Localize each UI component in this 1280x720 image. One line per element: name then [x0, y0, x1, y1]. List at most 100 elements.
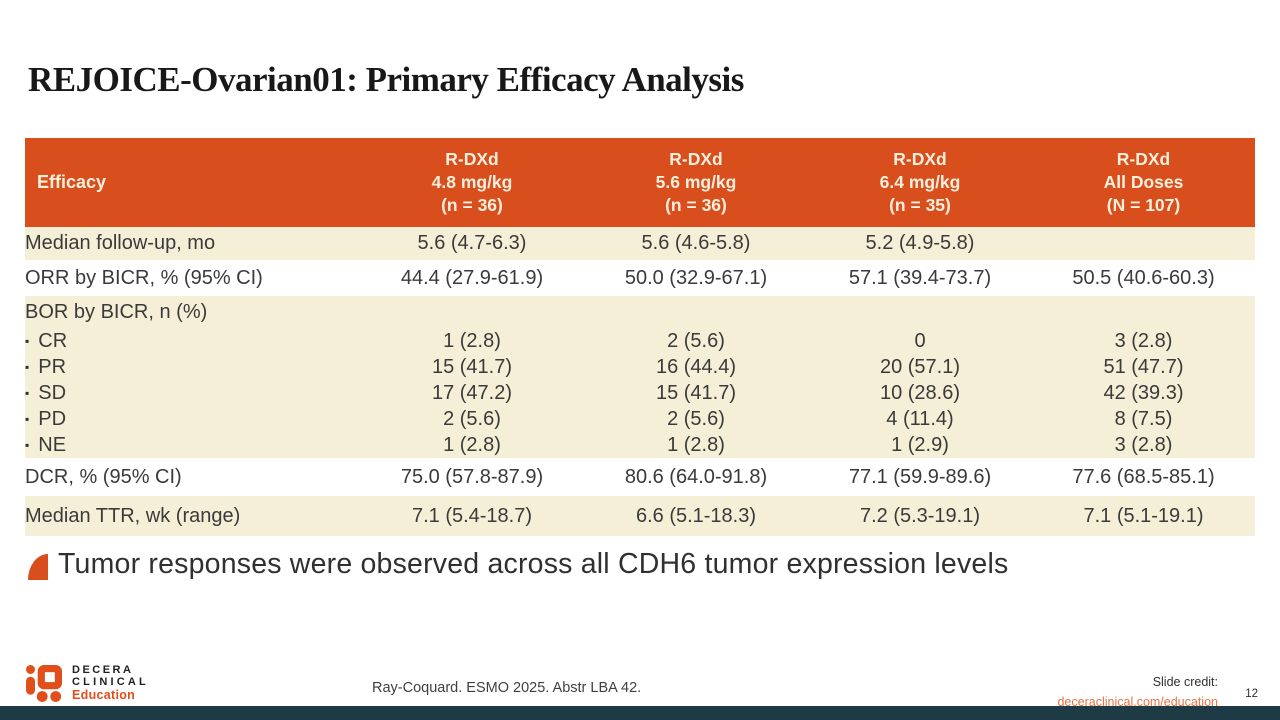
header-col-6-4mg: R-DXd 6.4 mg/kg (n = 35): [808, 138, 1032, 227]
cell: 42 (39.3): [1032, 380, 1255, 406]
table-row-ttr: Median TTR, wk (range) 7.1 (5.4-18.7) 6.…: [25, 496, 1255, 536]
sub-row-text: NE: [38, 433, 67, 456]
header-col-all-doses: R-DXd All Doses (N = 107): [1032, 138, 1255, 227]
slide-credit: Slide credit: deceraclinical.com/educati…: [1057, 670, 1218, 711]
header-line: (n = 35): [889, 194, 951, 215]
square-bullet-icon: ▪: [25, 437, 30, 452]
sub-row-text: SD: [38, 381, 67, 404]
row-label: ▪ PR: [25, 354, 360, 380]
cell: 50.0 (32.9-67.1): [584, 260, 808, 296]
cell: [808, 296, 1032, 328]
cell: 16 (44.4): [584, 354, 808, 380]
table-row-dcr: DCR, % (95% CI) 75.0 (57.8-87.9) 80.6 (6…: [25, 458, 1255, 496]
table-row-bor-header: BOR by BICR, n (%): [25, 296, 1255, 328]
cell: 7.2 (5.3-19.1): [808, 496, 1032, 536]
cell: 7.1 (5.4-18.7): [360, 496, 584, 536]
cell: 15 (41.7): [360, 354, 584, 380]
decera-logo: DECERA CLINICAL Education: [26, 662, 149, 704]
cell: 5.6 (4.6-5.8): [584, 227, 808, 260]
cell: 5.2 (4.9-5.8): [808, 227, 1032, 260]
header-line: R-DXd: [893, 149, 947, 170]
cell: 1 (2.8): [360, 432, 584, 458]
efficacy-table: Efficacy R-DXd 4.8 mg/kg (n = 36) R-DXd …: [25, 138, 1255, 536]
row-label: BOR by BICR, n (%): [25, 296, 360, 328]
credit-link[interactable]: deceraclinical.com/education: [1057, 695, 1218, 710]
row-label: DCR, % (95% CI): [25, 458, 360, 496]
cell: [1032, 296, 1255, 328]
cell: 50.5 (40.6-60.3): [1032, 260, 1255, 296]
cell: 2 (5.6): [360, 406, 584, 432]
row-label: Median follow-up, mo: [25, 227, 360, 260]
header-efficacy: Efficacy: [25, 138, 360, 227]
cell: 6.6 (5.1-18.3): [584, 496, 808, 536]
cell: [1032, 227, 1255, 260]
header-line: (N = 107): [1106, 194, 1181, 215]
table-row-pr: ▪ PR 15 (41.7) 16 (44.4) 20 (57.1) 51 (47…: [25, 354, 1255, 380]
header-line: 6.4 mg/kg: [879, 172, 961, 193]
cell: 77.6 (68.5-85.1): [1032, 458, 1255, 496]
header-line: All Doses: [1103, 172, 1184, 193]
table-row-median-followup: Median follow-up, mo 5.6 (4.7-6.3) 5.6 (…: [25, 227, 1255, 260]
cell: 75.0 (57.8-87.9): [360, 458, 584, 496]
header-line: R-DXd: [445, 149, 499, 170]
row-label: ▪ NE: [25, 432, 360, 458]
row-label: ▪ CR: [25, 328, 360, 354]
sub-row-text: PD: [38, 407, 67, 430]
bottom-accent-bar: [0, 706, 1280, 720]
square-bullet-icon: ▪: [25, 333, 30, 348]
logo-line-clinical: CLINICAL: [72, 676, 149, 688]
table-header-row: Efficacy R-DXd 4.8 mg/kg (n = 36) R-DXd …: [25, 138, 1255, 227]
sub-row-text: CR: [38, 329, 68, 352]
cell: 3 (2.8): [1032, 432, 1255, 458]
row-label: ORR by BICR, % (95% CI): [25, 260, 360, 296]
cell: [584, 296, 808, 328]
logo-line-education: Education: [72, 688, 136, 702]
cell: 10 (28.6): [808, 380, 1032, 406]
cell: 1 (2.8): [360, 328, 584, 354]
header-col-5-6mg: R-DXd 5.6 mg/kg (n = 36): [584, 138, 808, 227]
table-row-sd: ▪ SD 17 (47.2) 15 (41.7) 10 (28.6) 42 (39…: [25, 380, 1255, 406]
cell: 5.6 (4.7-6.3): [360, 227, 584, 260]
cell: 77.1 (59.9-89.6): [808, 458, 1032, 496]
orange-marker-icon: [28, 554, 48, 580]
page-title: REJOICE-Ovarian01: Primary Efficacy Anal…: [28, 60, 744, 99]
cell: 17 (47.2): [360, 380, 584, 406]
cell: 1 (2.9): [808, 432, 1032, 458]
header-line: R-DXd: [1116, 149, 1171, 170]
header-col-4-8mg: R-DXd 4.8 mg/kg (n = 36): [360, 138, 584, 227]
decera-logo-text: DECERA CLINICAL Education: [72, 664, 149, 702]
cell: 15 (41.7): [584, 380, 808, 406]
table-row-ne: ▪ NE 1 (2.8) 1 (2.8) 1 (2.9) 3 (2.8): [25, 432, 1255, 458]
cell: 51 (47.7): [1032, 354, 1255, 380]
header-line: R-DXd: [669, 149, 723, 170]
row-label: ▪ PD: [25, 406, 360, 432]
cell: 80.6 (64.0-91.8): [584, 458, 808, 496]
decera-logo-icon: [26, 665, 62, 702]
cell: 44.4 (27.9-61.9): [360, 260, 584, 296]
page-number: 12: [1245, 688, 1258, 700]
cell: 8 (7.5): [1032, 406, 1255, 432]
square-bullet-icon: ▪: [25, 411, 30, 426]
takeaway-text: Tumor responses were observed across all…: [58, 548, 1009, 580]
table-row-orr: ORR by BICR, % (95% CI) 44.4 (27.9-61.9)…: [25, 260, 1255, 296]
logo-line-decera: DECERA: [72, 664, 134, 676]
cell: 20 (57.1): [808, 354, 1032, 380]
takeaway-bullet: Tumor responses were observed across all…: [28, 548, 1252, 581]
credit-label: Slide credit:: [1152, 675, 1218, 689]
cell: 2 (5.6): [584, 406, 808, 432]
cell: [360, 296, 584, 328]
header-line: (n = 36): [441, 194, 503, 215]
citation: Ray-Coquard. ESMO 2025. Abstr LBA 42.: [372, 680, 642, 696]
cell: 7.1 (5.1-19.1): [1032, 496, 1255, 536]
cell: 4 (11.4): [808, 406, 1032, 432]
cell: 1 (2.8): [584, 432, 808, 458]
table-row-cr: ▪ CR 1 (2.8) 2 (5.6) 0 3 (2.8): [25, 328, 1255, 354]
header-line: 4.8 mg/kg: [431, 172, 513, 193]
cell: 3 (2.8): [1032, 328, 1255, 354]
table-row-pd: ▪ PD 2 (5.6) 2 (5.6) 4 (11.4) 8 (7.5): [25, 406, 1255, 432]
header-line: (n = 36): [665, 194, 727, 215]
square-bullet-icon: ▪: [25, 385, 30, 400]
row-label: ▪ SD: [25, 380, 360, 406]
cell: 2 (5.6): [584, 328, 808, 354]
row-label: Median TTR, wk (range): [25, 496, 360, 536]
